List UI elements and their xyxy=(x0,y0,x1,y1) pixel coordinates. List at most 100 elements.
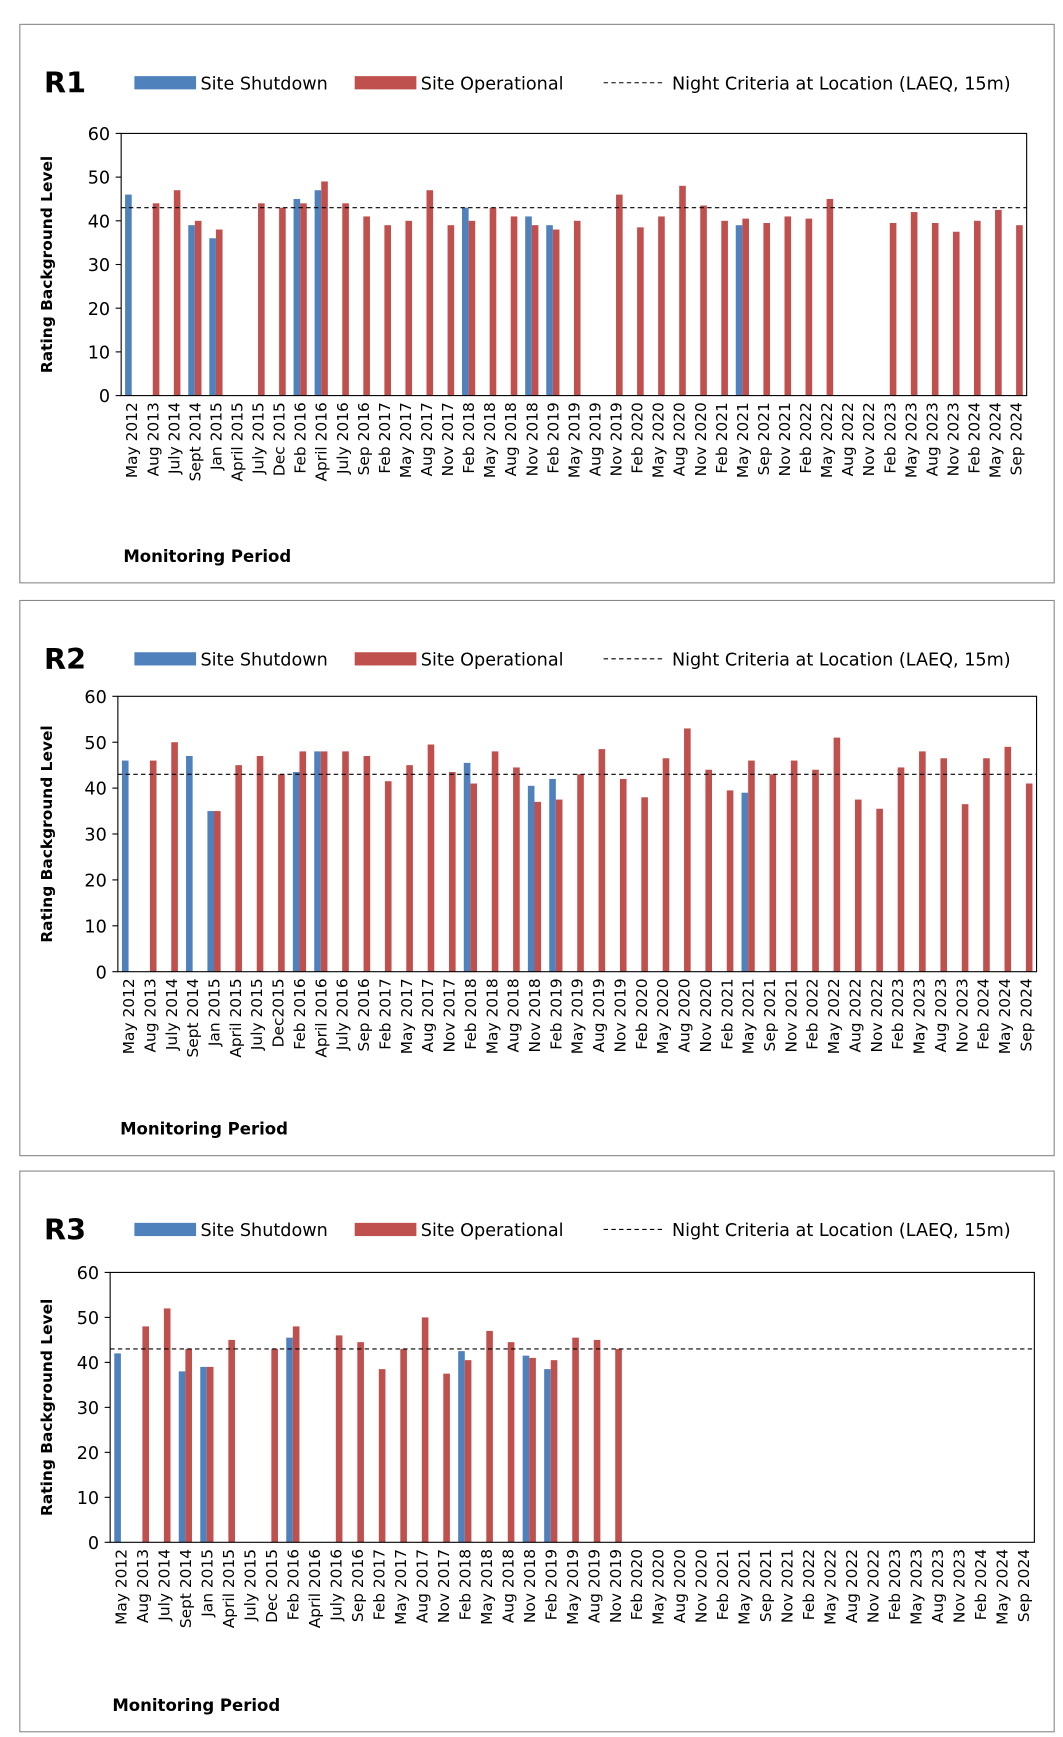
bar xyxy=(443,1373,450,1543)
y-tick-label: 60 xyxy=(88,125,110,145)
x-tick-label: July 2014 xyxy=(155,1549,173,1622)
x-tick-label: May 2019 xyxy=(569,978,587,1054)
y-tick-label: 30 xyxy=(88,256,110,276)
x-tick-label: May 2021 xyxy=(740,978,758,1054)
x-tick-label: Aug 2019 xyxy=(585,1549,603,1623)
y-tick-label: 10 xyxy=(77,1489,99,1509)
x-tick-label: April 2016 xyxy=(313,402,331,481)
bar xyxy=(228,1339,235,1543)
x-tick-label: Aug 2013 xyxy=(134,1549,152,1623)
bar xyxy=(550,1360,558,1543)
bar xyxy=(400,1348,407,1543)
x-tick-label: Feb 2022 xyxy=(797,402,815,473)
bar xyxy=(384,225,392,396)
x-tick-label: July 2015 xyxy=(241,1549,259,1622)
bar xyxy=(258,203,265,396)
x-tick-label: Feb 2020 xyxy=(628,1549,646,1620)
bar xyxy=(637,227,644,396)
x-tick-label: May 2018 xyxy=(483,978,501,1054)
x-tick-label: Sep 2024 xyxy=(1008,402,1026,475)
y-axis-label: Rating Background Level xyxy=(38,1299,56,1516)
bar xyxy=(726,790,734,972)
bar xyxy=(426,190,434,396)
legend-label: Night Criteria at Location (LAEQ, 15m) xyxy=(672,74,1011,94)
bar xyxy=(215,229,223,396)
x-tick-label: Nov 2017 xyxy=(439,402,457,476)
x-tick-label: Jan 2015 xyxy=(207,402,225,471)
x-tick-label: May 2022 xyxy=(818,402,836,478)
bar xyxy=(163,1308,171,1543)
x-tick-label: Nov 2019 xyxy=(607,1549,625,1623)
bar xyxy=(293,198,301,396)
bar xyxy=(525,216,532,396)
legend-label: Night Criteria at Location (LAEQ, 15m) xyxy=(672,650,1011,670)
bar xyxy=(286,1337,293,1543)
legend-label: Site Shutdown xyxy=(200,1221,327,1241)
bar xyxy=(619,778,627,972)
x-tick-label: April 2015 xyxy=(220,1549,238,1628)
bar xyxy=(427,744,435,972)
x-tick-label: July 2016 xyxy=(334,402,352,475)
x-tick-label: May 2024 xyxy=(996,978,1014,1054)
bar xyxy=(1016,225,1023,396)
bar xyxy=(812,769,819,972)
bar xyxy=(910,212,918,396)
x-tick-label: Nov 2023 xyxy=(953,978,971,1052)
x-tick-label: Sept 2014 xyxy=(186,402,204,481)
bar xyxy=(889,222,897,396)
y-tick-label: 60 xyxy=(84,688,106,708)
x-tick-label: July 2016 xyxy=(334,978,352,1051)
bar xyxy=(463,762,471,972)
x-tick-label: April 2015 xyxy=(228,402,246,481)
x-tick-label: Jan 2015 xyxy=(206,978,224,1047)
y-tick-label: 50 xyxy=(84,734,106,754)
legend-swatch xyxy=(354,1222,417,1237)
x-tick-label: Sep 2021 xyxy=(755,402,773,475)
x-tick-label: Feb 2020 xyxy=(633,978,651,1049)
y-tick-label: 40 xyxy=(84,780,106,800)
bar xyxy=(278,774,285,972)
bar xyxy=(342,203,349,396)
x-tick-label: Nov 2023 xyxy=(944,402,962,476)
y-tick-label: 50 xyxy=(88,169,110,189)
x-tick-label: Nov 2020 xyxy=(693,1549,711,1623)
x-tick-label: Feb 2020 xyxy=(629,402,647,473)
x-tick-label: Aug 2022 xyxy=(846,978,864,1052)
bar xyxy=(188,225,195,396)
x-tick-label: Nov 2017 xyxy=(435,1549,453,1623)
bar xyxy=(615,1348,622,1543)
legend-label: Night Criteria at Location (LAEQ, 15m) xyxy=(672,1221,1011,1241)
bar xyxy=(194,220,202,396)
y-tick-label: 30 xyxy=(84,826,106,846)
bar xyxy=(470,783,477,972)
bar xyxy=(279,207,286,396)
legend-swatch xyxy=(134,652,197,666)
x-tick-label: Feb 2024 xyxy=(975,978,993,1049)
x-tick-label: Nov 2019 xyxy=(608,402,626,476)
y-axis-label: Rating Background Level xyxy=(38,156,56,373)
x-tick-label: May 2023 xyxy=(908,1549,926,1625)
bar xyxy=(555,799,563,972)
bar xyxy=(658,216,665,396)
bar xyxy=(684,728,691,972)
x-tick-label: Sep 2016 xyxy=(349,1549,367,1622)
legend-swatch xyxy=(134,76,197,90)
bar xyxy=(209,238,216,396)
x-tick-label: May 2022 xyxy=(825,978,843,1054)
x-tick-label: Nov 2021 xyxy=(782,978,800,1052)
x-tick-label: Sep 2016 xyxy=(355,402,373,475)
x-tick-label: Jan 2015 xyxy=(198,1549,216,1618)
x-tick-label: Feb 2022 xyxy=(800,1549,818,1620)
x-tick-label: Sept 2014 xyxy=(177,1549,195,1628)
y-tick-label: 30 xyxy=(77,1399,99,1419)
x-tick-label: Nov 2018 xyxy=(521,1549,539,1623)
legend-label: Site Shutdown xyxy=(200,74,327,94)
x-tick-label: Aug 2020 xyxy=(671,402,689,476)
bar xyxy=(292,1326,300,1543)
bar xyxy=(491,751,499,972)
x-tick-label: Aug 2019 xyxy=(590,978,608,1052)
bar xyxy=(593,1339,601,1543)
x-tick-label: Dec 2015 xyxy=(263,1549,281,1623)
